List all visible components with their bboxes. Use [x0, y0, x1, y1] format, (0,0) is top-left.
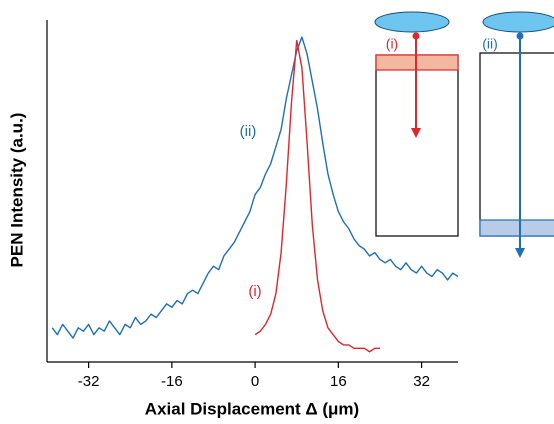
- x-tick-label: 16: [330, 373, 347, 390]
- x-tick-label: -16: [161, 373, 183, 390]
- sample-box: [479, 52, 554, 237]
- inset-label: (ii): [482, 36, 498, 52]
- series-line: [51, 36, 459, 339]
- series-line: [254, 39, 380, 353]
- focal-layer: [479, 219, 554, 237]
- x-tick-label: -32: [78, 373, 100, 390]
- inset-ii: (ii): [479, 11, 554, 258]
- series-label: (ii): [240, 123, 257, 140]
- beam-origin: [412, 32, 420, 40]
- arrow-head: [411, 128, 421, 138]
- arrow-head: [515, 248, 525, 258]
- lens: [482, 11, 554, 33]
- lens: [374, 11, 450, 33]
- x-tick-label: 0: [251, 373, 259, 390]
- y-axis-label: PEN Intensity (a.u.): [7, 113, 26, 268]
- x-tick-label: 32: [413, 373, 430, 390]
- inset-label: (i): [386, 36, 398, 52]
- x-axis-label: Axial Displacement Δ (μm): [145, 399, 359, 418]
- series-label: (i): [248, 283, 261, 300]
- inset-i: (i): [374, 11, 459, 237]
- beam-origin: [516, 32, 524, 40]
